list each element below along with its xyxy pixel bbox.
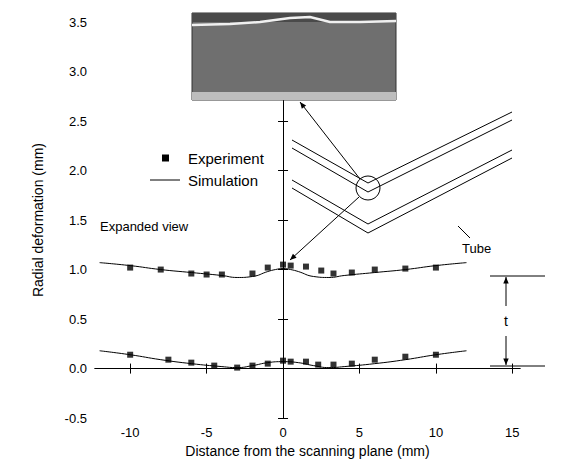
svg-text:2.0: 2.0 bbox=[69, 163, 87, 178]
svg-text:0.5: 0.5 bbox=[69, 312, 87, 327]
svg-text:-10: -10 bbox=[121, 425, 140, 440]
svg-text:-0.5: -0.5 bbox=[65, 411, 87, 426]
svg-text:3.5: 3.5 bbox=[69, 15, 87, 30]
svg-text:Simulation: Simulation bbox=[188, 172, 258, 189]
svg-text:1.5: 1.5 bbox=[69, 213, 87, 228]
svg-text:1.0: 1.0 bbox=[69, 262, 87, 277]
svg-text:Distance from the scanning pla: Distance from the scanning plane (mm) bbox=[185, 443, 429, 459]
svg-text:-5: -5 bbox=[201, 425, 213, 440]
svg-text:0.0: 0.0 bbox=[69, 361, 87, 376]
svg-text:Tube: Tube bbox=[462, 241, 491, 256]
svg-text:3.0: 3.0 bbox=[69, 64, 87, 79]
svg-text:10: 10 bbox=[429, 425, 443, 440]
svg-text:Experiment: Experiment bbox=[188, 150, 265, 167]
svg-text:t: t bbox=[504, 313, 508, 329]
svg-text:5: 5 bbox=[356, 425, 363, 440]
svg-text:2.5: 2.5 bbox=[69, 114, 87, 129]
svg-text:15: 15 bbox=[505, 425, 519, 440]
svg-text:0: 0 bbox=[279, 425, 286, 440]
svg-text:Radial deformation (mm): Radial deformation (mm) bbox=[30, 143, 46, 297]
svg-text:Expanded view: Expanded view bbox=[100, 219, 189, 234]
